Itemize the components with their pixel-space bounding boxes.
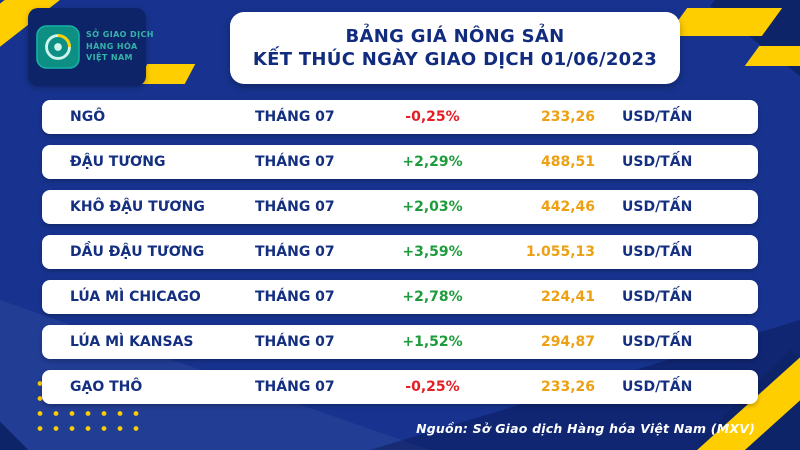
decoration-top-right-ribbon-small [744, 46, 800, 66]
price-value: 1.055,13 [525, 244, 595, 260]
mxv-logo-icon [36, 25, 80, 69]
contract-month: THÁNG 07 [255, 379, 335, 395]
contract-month: THÁNG 07 [255, 334, 335, 350]
price-value: 233,26 [540, 109, 595, 125]
logo-text-line1: SỞ GIAO DỊCH [86, 29, 154, 39]
price-unit: USD/TẤN [622, 289, 693, 305]
price-unit: USD/TẤN [622, 334, 693, 350]
table-row: LÚA MÌ CHICAGO THÁNG 07 +2,78% 224,41 US… [42, 280, 758, 314]
table-row: KHÔ ĐẬU TƯƠNG THÁNG 07 +2,03% 442,46 USD… [42, 190, 758, 224]
commodity-name: GẠO THÔ [70, 379, 143, 395]
page-title-line1: BẢNG GIÁ NÔNG SẢN [345, 26, 565, 47]
page-title-line2: KẾT THÚC NGÀY GIAO DỊCH 01/06/2023 [252, 49, 658, 70]
price-unit: USD/TẤN [622, 109, 693, 125]
change-percent: +1,52% [402, 334, 463, 350]
table-row: LÚA MÌ KANSAS THÁNG 07 +1,52% 294,87 USD… [42, 325, 758, 359]
price-table: NGÔ THÁNG 07 -0,25% 233,26 USD/TẤN ĐẬU T… [42, 100, 758, 404]
table-row: DẦU ĐẬU TƯƠNG THÁNG 07 +3,59% 1.055,13 U… [42, 235, 758, 269]
logo-text-line3: VIỆT NAM [86, 53, 133, 63]
decoration-top-right-ribbon [666, 8, 783, 36]
price-value: 233,26 [540, 379, 595, 395]
price-unit: USD/TẤN [622, 154, 693, 170]
price-value: 224,41 [540, 289, 595, 305]
table-row: ĐẬU TƯƠNG THÁNG 07 +2,29% 488,51 USD/TẤN [42, 145, 758, 179]
mxv-logo-text: SỞ GIAO DỊCH HÀNG HÓA VIỆT NAM [86, 30, 154, 64]
commodity-name: LÚA MÌ CHICAGO [70, 289, 201, 305]
commodity-name: ĐẬU TƯƠNG [70, 154, 166, 170]
price-unit: USD/TẤN [622, 199, 693, 215]
contract-month: THÁNG 07 [255, 109, 335, 125]
change-percent: +2,03% [402, 199, 463, 215]
source-text: Nguồn: Sở Giao dịch Hàng hóa Việt Nam (M… [416, 421, 755, 436]
change-percent: -0,25% [405, 379, 460, 395]
price-unit: USD/TẤN [622, 379, 693, 395]
table-row: GẠO THÔ THÁNG 07 -0,25% 233,26 USD/TẤN [42, 370, 758, 404]
price-value: 442,46 [540, 199, 595, 215]
change-percent: +2,78% [402, 289, 463, 305]
change-percent: +3,59% [402, 244, 463, 260]
commodity-name: NGÔ [70, 109, 106, 125]
price-value: 488,51 [540, 154, 595, 170]
contract-month: THÁNG 07 [255, 199, 335, 215]
title-box: BẢNG GIÁ NÔNG SẢN KẾT THÚC NGÀY GIAO DỊC… [230, 12, 680, 84]
commodity-name: LÚA MÌ KANSAS [70, 334, 194, 350]
mxv-logo: SỞ GIAO DỊCH HÀNG HÓA VIỆT NAM [28, 8, 153, 86]
table-row: NGÔ THÁNG 07 -0,25% 233,26 USD/TẤN [42, 100, 758, 134]
contract-month: THÁNG 07 [255, 244, 335, 260]
contract-month: THÁNG 07 [255, 289, 335, 305]
commodity-name: KHÔ ĐẬU TƯƠNG [70, 199, 205, 215]
change-percent: +2,29% [402, 154, 463, 170]
price-value: 294,87 [540, 334, 595, 350]
price-unit: USD/TẤN [622, 244, 693, 260]
commodity-name: DẦU ĐẬU TƯƠNG [70, 244, 205, 260]
contract-month: THÁNG 07 [255, 154, 335, 170]
change-percent: -0,25% [405, 109, 460, 125]
logo-text-line2: HÀNG HÓA [86, 41, 138, 51]
